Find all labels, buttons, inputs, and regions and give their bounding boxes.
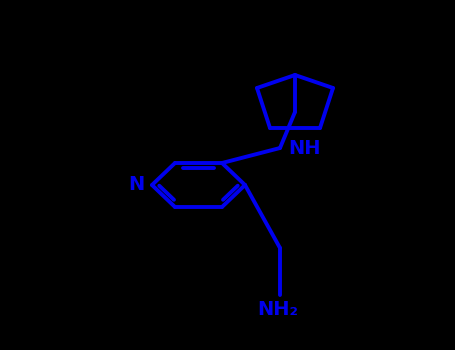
Text: NH₂: NH₂	[258, 300, 298, 319]
Text: NH: NH	[288, 139, 320, 158]
Text: N: N	[129, 175, 145, 195]
